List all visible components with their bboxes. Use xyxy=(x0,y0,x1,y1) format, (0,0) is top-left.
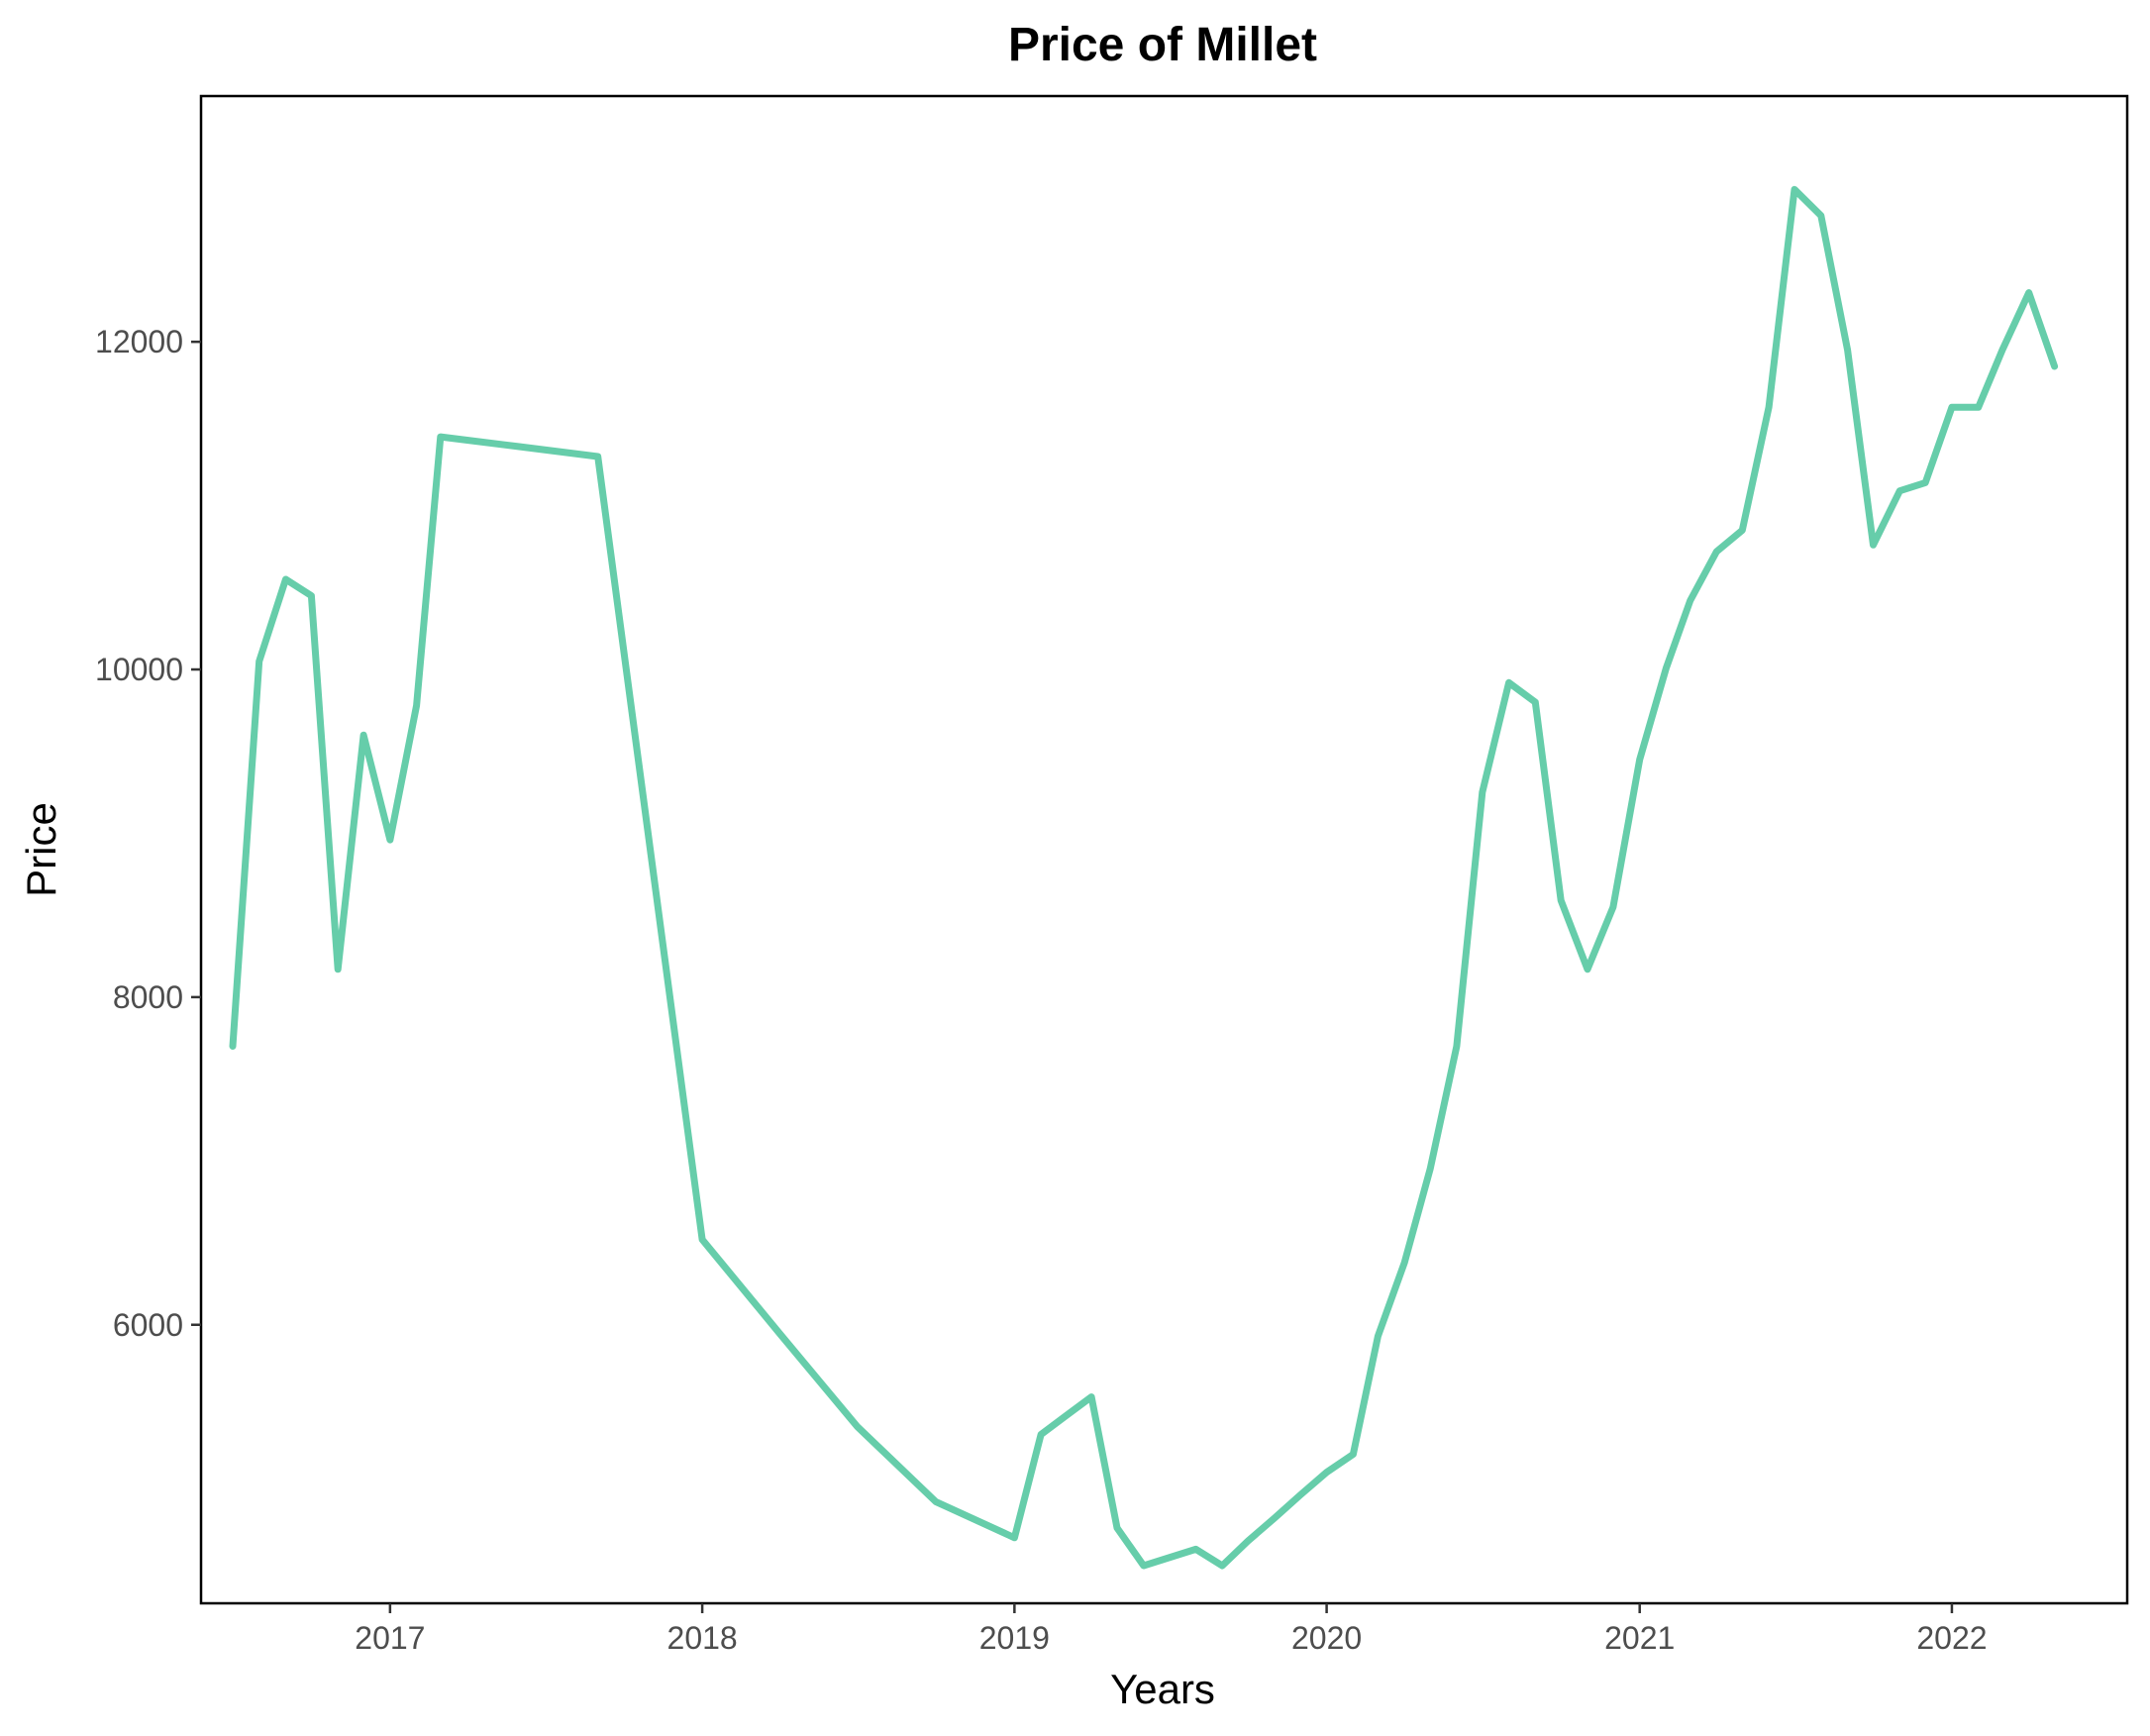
y-tick-label: 8000 xyxy=(113,979,183,1015)
y-axis-label: Price xyxy=(18,802,64,897)
y-tick-label: 10000 xyxy=(95,652,183,687)
x-tick-label: 2018 xyxy=(667,1620,738,1656)
x-tick-label: 2020 xyxy=(1291,1620,1362,1656)
y-axis: 6000 8000 10000 12000 xyxy=(95,324,201,1343)
chart-title: Price of Millet xyxy=(1008,19,1317,71)
y-tick-label: 6000 xyxy=(113,1307,183,1343)
x-tick-label: 2019 xyxy=(979,1620,1050,1656)
x-tick-label: 2022 xyxy=(1916,1620,1987,1656)
x-axis-label: Years xyxy=(1110,1666,1215,1712)
y-tick-label: 12000 xyxy=(95,324,183,359)
x-tick-label: 2017 xyxy=(355,1620,425,1656)
x-axis: 2017 2018 2019 2020 2021 2022 xyxy=(355,1603,1988,1656)
x-tick-label: 2021 xyxy=(1604,1620,1675,1656)
plot-panel xyxy=(199,94,2129,1605)
price-series-line xyxy=(229,185,2059,1570)
